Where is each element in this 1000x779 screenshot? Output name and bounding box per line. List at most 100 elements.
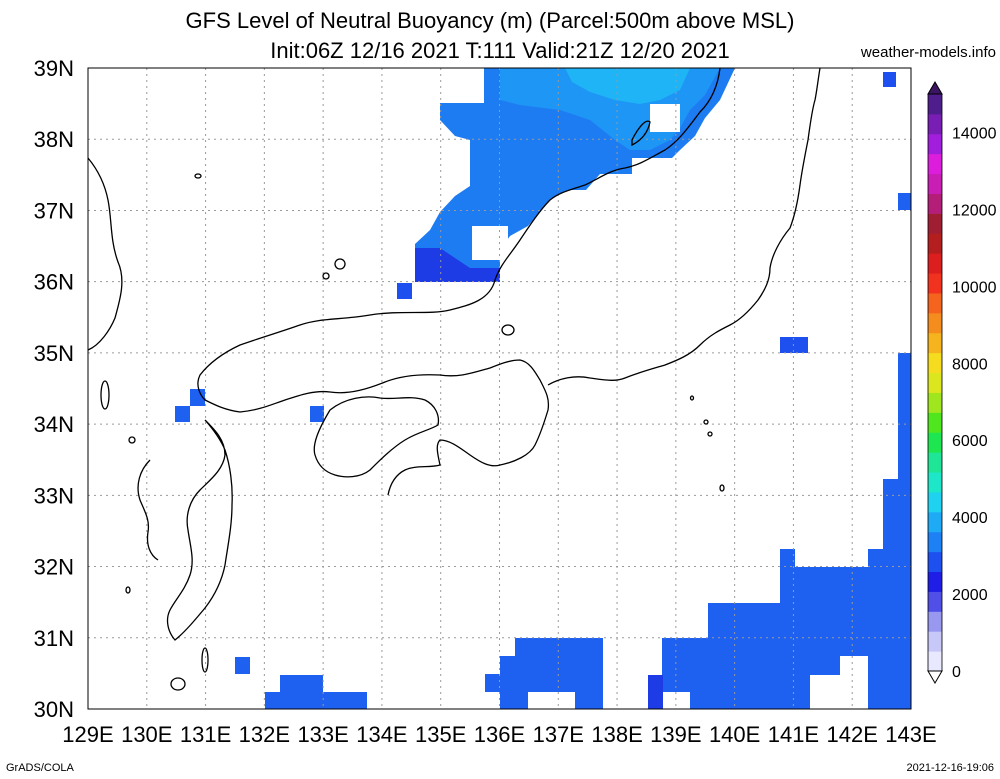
lon-tick-label: 130E <box>121 722 172 747</box>
colorbar-segment <box>928 551 942 573</box>
block-southeast <box>662 549 898 709</box>
colorbar: 14000 12000 10000 8000 6000 4000 2000 0 <box>927 81 997 684</box>
colorbar-label: 0 <box>952 664 961 681</box>
block-36n-a <box>397 283 412 299</box>
lon-tick-label: 132E <box>239 722 290 747</box>
lon-tick-label: 143E <box>885 722 936 747</box>
site-label: weather-models.info <box>860 44 996 61</box>
colorbar-segment <box>928 491 942 513</box>
island-izu-1 <box>703 419 709 425</box>
colorbar-label: 12000 <box>952 202 997 219</box>
island-ulleung <box>194 173 202 179</box>
block-south-b <box>485 674 500 692</box>
colorbar-segment <box>928 372 942 393</box>
lon-tick-label: 134E <box>356 722 407 747</box>
lat-tick-label: 37N <box>34 198 74 223</box>
block-34n-c <box>310 406 324 422</box>
block-north-1 <box>883 72 896 87</box>
block-34n-a <box>190 389 205 406</box>
colorbar-label: 2000 <box>952 587 988 604</box>
footer-left: GrADS/COLA <box>6 762 74 774</box>
colorbar-segment <box>928 472 942 493</box>
lon-tick-label: 141E <box>768 722 819 747</box>
lon-tick-label: 142E <box>827 722 878 747</box>
colorbar-segment <box>928 292 942 314</box>
colorbar-segment <box>928 233 942 254</box>
lon-tick-label: 129E <box>62 722 113 747</box>
coastlines <box>88 68 821 691</box>
island-izu-2 <box>707 431 713 437</box>
colorbar-segment <box>928 133 942 155</box>
block-north-2 <box>898 193 911 210</box>
grid-lines <box>88 68 911 709</box>
lat-tick-label: 30N <box>34 697 74 722</box>
lat-tick-label: 39N <box>34 56 74 81</box>
island-6 <box>128 436 136 444</box>
data-shading <box>175 68 911 709</box>
lat-tick-label: 32N <box>34 555 74 580</box>
coast-kyushu-west <box>137 459 159 561</box>
colorbar-segment <box>928 153 942 175</box>
colorbar-segment <box>928 591 942 612</box>
colorbar-top-arrow <box>927 81 943 95</box>
lat-tick-label: 31N <box>34 626 74 651</box>
block-south-west <box>265 675 367 709</box>
colorbar-label: 14000 <box>952 125 997 142</box>
colorbar-segment <box>928 611 942 632</box>
island-izu-3 <box>719 484 725 492</box>
chart-title: GFS Level of Neutral Buoyancy (m) (Parce… <box>185 8 795 33</box>
colorbar-bottom-arrow <box>927 670 943 684</box>
colorbar-segment <box>928 392 942 413</box>
colorbar-segment <box>928 94 942 115</box>
block-34n-b <box>175 406 190 422</box>
island-tanegashima <box>201 647 209 673</box>
block-hole-2 <box>472 226 508 260</box>
map-frame <box>87 67 912 710</box>
block-hole-1 <box>650 104 680 132</box>
lon-tick-label: 133E <box>297 722 348 747</box>
lon-tick-label: 140E <box>709 722 760 747</box>
colorbar-segment <box>928 253 942 274</box>
lon-tick-label: 135E <box>415 722 466 747</box>
island-sado <box>631 120 651 147</box>
lat-axis: 39N 38N 37N 36N 35N 34N 33N 32N 31N 30N <box>34 56 74 722</box>
block-southeast-notch <box>648 675 663 709</box>
lat-tick-label: 36N <box>34 270 74 295</box>
island-5 <box>125 586 131 594</box>
chart-subtitle: Init:06Z 12/16 2021 T:111 Valid:21Z 12/2… <box>270 38 730 63</box>
lat-tick-label: 34N <box>34 412 74 437</box>
colorbar-segment <box>928 571 942 592</box>
colorbar-segment <box>928 531 942 553</box>
lon-tick-label: 137E <box>533 722 584 747</box>
colorbar-label: 10000 <box>952 279 997 296</box>
colorbar-segment <box>928 193 942 214</box>
plume-core-sky <box>565 68 690 104</box>
coast-kyushu <box>166 419 233 641</box>
colorbar-segment <box>928 113 942 135</box>
colorbar-label: 8000 <box>952 356 988 373</box>
island-dokdo <box>322 272 330 280</box>
lon-tick-label: 131E <box>180 722 231 747</box>
colorbar-label: 4000 <box>952 510 988 527</box>
colorbar-segment <box>928 412 942 433</box>
colorbar-segment <box>928 651 942 672</box>
lon-axis: 129E 130E 131E 132E 133E 134E 135E 136E 137E 138E… <box>62 722 936 747</box>
lon-tick-label: 139E <box>650 722 701 747</box>
lat-tick-label: 38N <box>34 127 74 152</box>
colorbar-segment <box>928 312 942 334</box>
island-izu-4 <box>689 395 695 401</box>
block-35n <box>780 337 808 353</box>
colorbar-label: 6000 <box>952 433 988 450</box>
lat-tick-label: 33N <box>34 483 74 508</box>
plume-deep-edge <box>415 248 500 282</box>
colorbar-segment <box>928 452 942 473</box>
colorbar-frame <box>927 93 943 672</box>
colorbar-segment <box>928 332 942 354</box>
island-tsushima <box>100 380 110 410</box>
block-south-central <box>500 638 603 709</box>
colorbar-segment <box>928 273 942 294</box>
lon-tick-label: 138E <box>591 722 642 747</box>
lat-tick-label: 35N <box>34 341 74 366</box>
block-south-w2 <box>235 657 250 674</box>
